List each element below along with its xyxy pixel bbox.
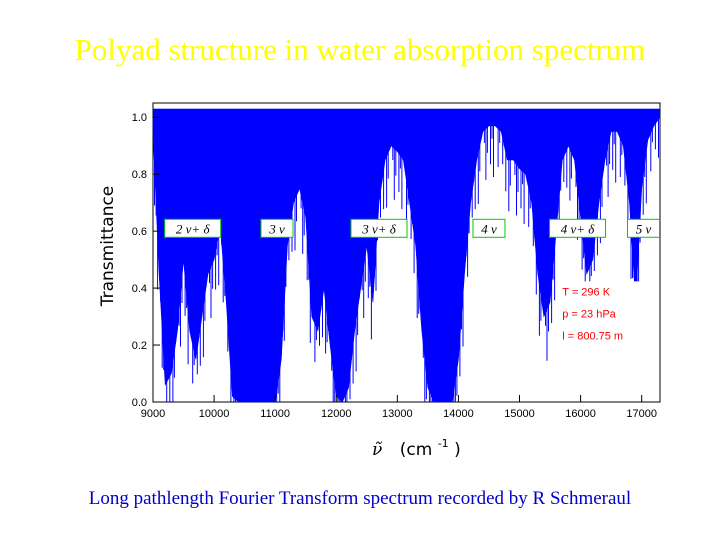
y-tick-label: 0.0: [132, 397, 147, 409]
spectrum-line-texture: [154, 117, 659, 402]
condition-line: p = 23 hPa: [562, 308, 616, 320]
x-tick-label: 9000: [141, 408, 165, 420]
x-tick-label: 15000: [504, 408, 535, 420]
polyad-label: 4 ν+ δ: [561, 221, 596, 236]
y-tick-label: 0.6: [132, 226, 147, 238]
polyad-label-box: [164, 218, 222, 238]
polyad-label: 2 ν+ δ: [176, 221, 211, 236]
x-tick-label: 14000: [443, 408, 474, 420]
x-tick-label: 11000: [260, 408, 290, 420]
x-tick-label: 10000: [199, 408, 230, 420]
polyad-label: 3 ν: [268, 221, 285, 236]
x-axis-label-close: ): [454, 440, 461, 460]
spectrum-baseline-band: [153, 108, 660, 118]
y-tick-label: 0.2: [132, 340, 147, 352]
conditions-box: [558, 281, 649, 346]
polyad-label-box: [549, 218, 607, 238]
polyad-label: 5 ν: [636, 221, 652, 236]
condition-line: T = 296 K: [562, 286, 610, 298]
x-axis-label-unit: (cm: [400, 440, 433, 460]
polyad-label-box: [627, 218, 661, 238]
y-tick-label: 0.4: [132, 283, 147, 295]
y-tick-label: 0.8: [132, 169, 147, 181]
x-tick-label: 12000: [321, 408, 352, 420]
y-axis-label: Transmittance: [98, 186, 118, 308]
condition-line: l = 800.75 m: [562, 330, 623, 342]
x-tick-label: 17000: [626, 408, 657, 420]
polyad-label-box: [350, 218, 408, 238]
x-tick-label: 13000: [382, 408, 413, 420]
polyad-label: 3 ν+ δ: [361, 221, 397, 236]
slide-title: Polyad structure in water absorption spe…: [74, 32, 646, 67]
measurement-conditions: T = 296 K p = 23 hPa l = 800.75 m: [558, 281, 649, 346]
x-axis-label-symbol: ν̃: [372, 440, 382, 460]
polyad-labels: 2 ν+ δ 3 ν 3 ν+ δ 4 ν 4 ν+ δ 5 ν: [164, 218, 661, 238]
x-axis-label-exponent: -1: [438, 437, 449, 450]
spectrum-layer: [152, 108, 661, 403]
transmittance-spectrum-chart: 9000 10000 11000 12000 13000 14000 15000 16000 1…: [98, 102, 661, 460]
y-tick-label: 1.0: [132, 112, 147, 124]
x-axis-ticks: 9000 10000 11000 12000 13000 14000 15000 16000 1…: [141, 395, 657, 420]
polyad-label-box: [472, 218, 506, 238]
polyad-label: 4 ν: [481, 221, 497, 236]
x-axis-label: ν̃ (cm -1 ): [372, 432, 461, 460]
x-tick-label: 16000: [565, 408, 596, 420]
polyad-label-box: [260, 218, 294, 238]
y-axis-ticks: 0.0 0.2 0.4 0.6 0.8 1.0: [132, 112, 160, 409]
slide-caption: Long pathlength Fourier Transform spectr…: [88, 488, 632, 509]
